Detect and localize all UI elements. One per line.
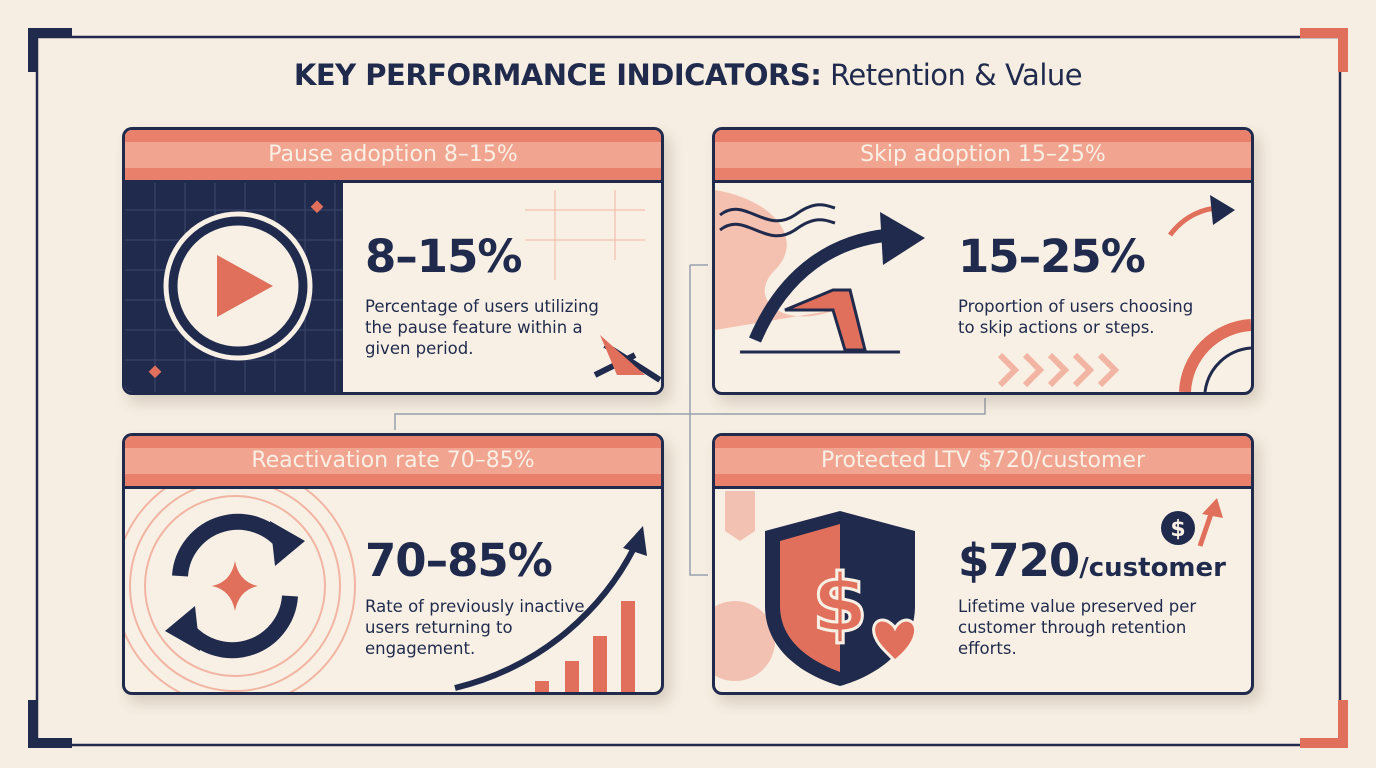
- kpi-card: 15–25% Proportion of users choosing to s…: [712, 127, 1254, 395]
- corner: [28, 700, 72, 748]
- diamond: [310, 200, 324, 214]
- connectors: [394, 264, 986, 576]
- dollar-icon: $: [1170, 517, 1185, 542]
- dollar-icon: $: [812, 557, 868, 650]
- connector: [689, 265, 708, 576]
- kpi-card: 8–15% Percentage of users utilizing the …: [122, 127, 664, 395]
- chevrons: [997, 352, 1120, 388]
- arc: [1203, 346, 1251, 392]
- metric: $720/customer: [958, 534, 1226, 587]
- description: Percentage of users utilizing the pause …: [365, 297, 599, 358]
- kpi-card: 70–85% Rate of previously inactive users…: [122, 433, 664, 695]
- arrow: [749, 228, 891, 343]
- card-header: [715, 130, 1251, 183]
- card-header: [715, 436, 1251, 489]
- metric-unit: /customer: [1079, 553, 1226, 583]
- cycle-arrow: [178, 595, 298, 659]
- card-title: Pause adoption 8–15%: [268, 142, 518, 167]
- metric: 70–85%: [365, 534, 553, 587]
- wave-line: [719, 203, 836, 223]
- corner: [1300, 700, 1348, 748]
- arrow-head: [1202, 498, 1223, 518]
- heart: [872, 618, 918, 664]
- description: Lifetime value preserved per customer th…: [958, 597, 1197, 658]
- badge: [725, 491, 755, 541]
- lines: [525, 190, 645, 280]
- arrow-head: [1210, 195, 1235, 225]
- frame-border: [35, 35, 1342, 747]
- title: KEY PERFORMANCE INDICATORS: Retention & …: [0, 58, 1376, 92]
- arrow: [1197, 510, 1215, 547]
- arrow-head: [623, 526, 647, 556]
- card-title: Reactivation rate 70–85%: [251, 448, 535, 473]
- card-header: [125, 436, 661, 489]
- coin: [715, 601, 775, 681]
- kpi-card: $ $ $720/customer Lifetime value preserv…: [712, 433, 1254, 695]
- arrow-head: [165, 606, 200, 651]
- card-art: [715, 190, 1251, 392]
- shield-half: [780, 524, 840, 672]
- card-art: [125, 180, 661, 392]
- card-header: [125, 130, 661, 183]
- metric: 15–25%: [958, 230, 1146, 283]
- arc: [1179, 319, 1251, 392]
- connector: [394, 398, 986, 430]
- arrow-head: [600, 335, 645, 375]
- card-title: Protected LTV $720/customer: [821, 448, 1145, 473]
- ramp: [784, 288, 867, 352]
- play-icon: [217, 255, 273, 317]
- card-art: $ $: [715, 491, 1223, 686]
- metric-value: $720: [958, 534, 1080, 587]
- wave-line: [719, 218, 836, 238]
- card-title: Skip adoption 15–25%: [860, 142, 1106, 167]
- title-rest: Retention & Value: [830, 58, 1083, 92]
- description: Rate of previously inactive users return…: [365, 597, 585, 658]
- metric: 8–15%: [365, 230, 523, 283]
- corner: [1300, 28, 1348, 72]
- cycle-arrow: [172, 513, 292, 577]
- description: Proportion of users choosing to skip act…: [958, 297, 1194, 337]
- coin: [1161, 511, 1195, 545]
- corner: [28, 28, 72, 72]
- arrow-head: [880, 212, 925, 265]
- sparkle: [212, 561, 258, 611]
- trend: [454, 544, 638, 691]
- title-bold: KEY PERFORMANCE INDICATORS:: [293, 58, 822, 92]
- arrow-head: [270, 521, 305, 566]
- bars: [535, 601, 635, 692]
